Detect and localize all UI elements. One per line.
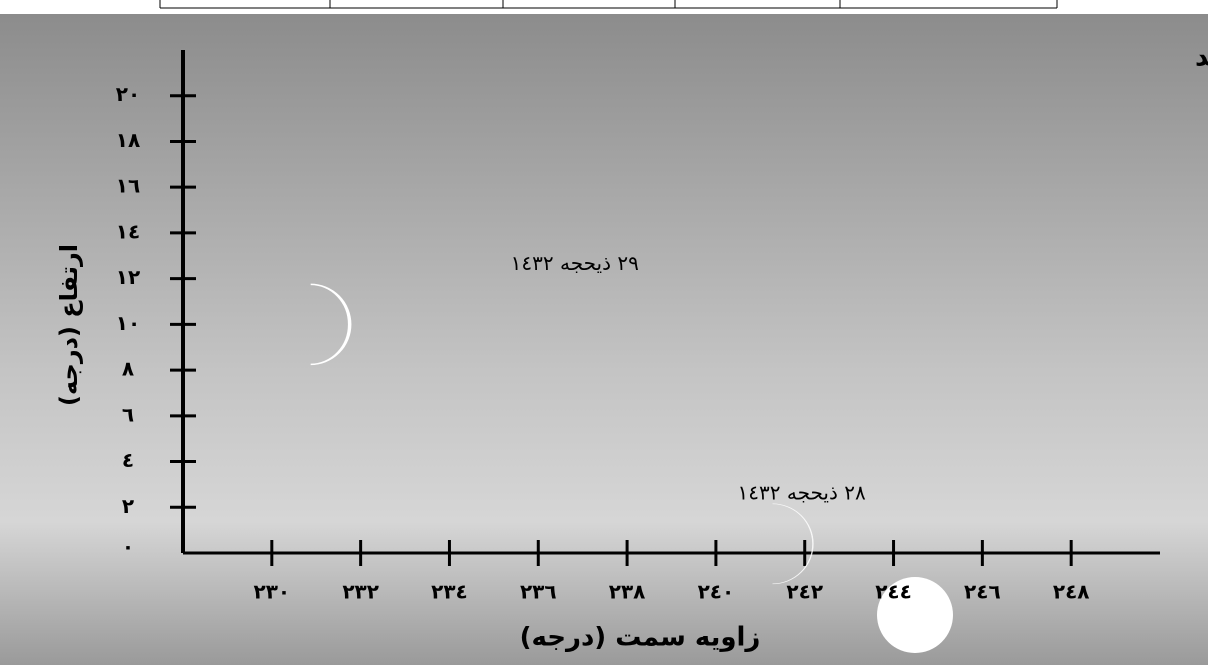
x-tick-label: ٢٤٢ <box>786 580 823 604</box>
x-tick-label: ٢٤٠ <box>698 580 735 604</box>
y-tick-label: ١٤ <box>116 219 140 243</box>
point-label: ٢٩ ذیحجه ١٤٣٢ <box>511 251 639 275</box>
x-tick-label: ٢٤٤ <box>875 580 912 604</box>
moon-crescent <box>772 503 814 585</box>
background <box>0 14 1208 665</box>
y-tick-label: ١٨ <box>116 128 140 152</box>
y-axis-label: ارتفاع (درجه) <box>55 244 83 406</box>
x-tick-label: ٢٣٠ <box>254 580 291 604</box>
x-axis-label: زاویه سمت (درجه) <box>520 623 761 653</box>
x-tick-label: ٢٣٦ <box>520 580 557 604</box>
x-tick-label: ٢٣٨ <box>609 580 646 604</box>
point-label: ٢٨ ذیحجه ١٤٣٢ <box>738 480 866 504</box>
x-tick-label: ٢٤٦ <box>964 580 1001 604</box>
chart-title: آذر ١٣٩٠؛ مشهد <box>1195 41 1208 73</box>
y-tick-label: ٤ <box>122 448 134 472</box>
highlight <box>877 577 953 653</box>
y-tick-label: ٦ <box>122 402 134 426</box>
x-tick-label: ٢٤٨ <box>1053 580 1090 604</box>
y-tick-label: ١٦ <box>116 174 140 198</box>
y-tick-label: ٨ <box>122 357 134 381</box>
y-tick-label: ١٠ <box>116 311 140 335</box>
y-tick-label: ٠ <box>122 535 134 559</box>
x-tick-label: ٢٣٤ <box>431 580 468 604</box>
y-tick-label: ١٢ <box>116 265 140 289</box>
y-tick-label: ٢٠ <box>116 82 140 106</box>
y-tick-label: ٢ <box>122 494 134 518</box>
x-tick-label: ٢٣٢ <box>342 580 379 604</box>
table-strip <box>159 0 1058 9</box>
